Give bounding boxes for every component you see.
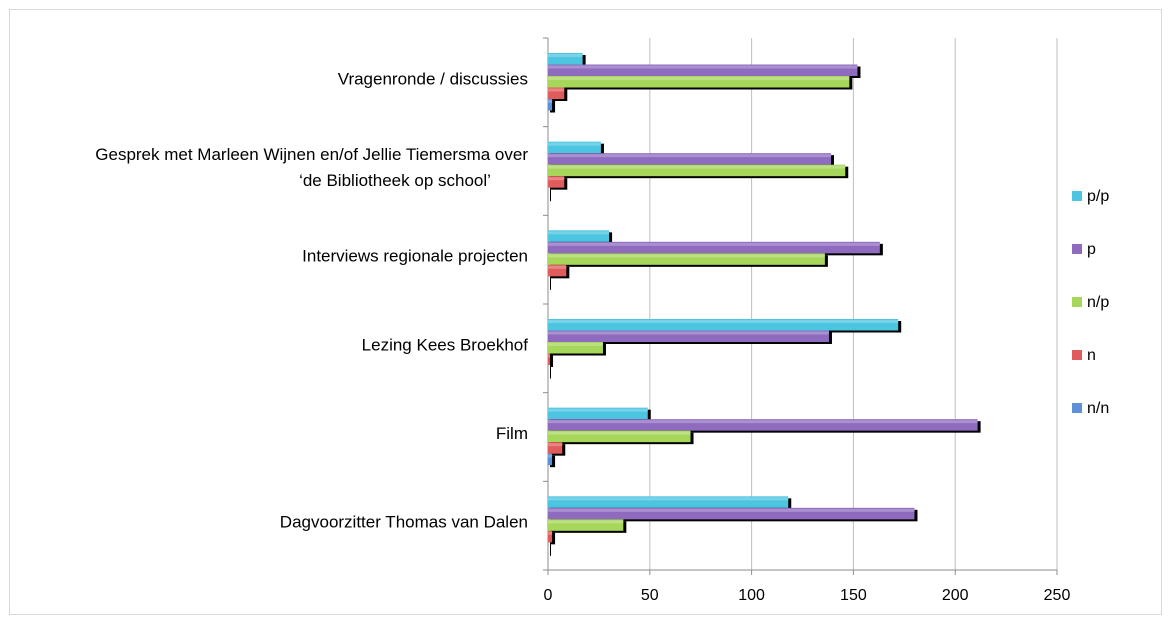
bar — [548, 153, 832, 165]
bar-highlight — [548, 265, 567, 269]
category-label: ‘de Bibliotheek op school’ — [299, 171, 491, 190]
bar-highlight — [548, 454, 553, 458]
bar-highlight — [548, 231, 610, 235]
legend-swatch — [1072, 244, 1082, 254]
bar — [548, 496, 789, 508]
bar-shadow — [550, 101, 556, 113]
bar — [548, 407, 648, 420]
bar — [548, 176, 565, 188]
legend-label: p/p — [1087, 188, 1109, 205]
bar-highlight — [548, 354, 551, 358]
category-label: Interviews regionale projecten — [302, 247, 528, 266]
legend-swatch — [1072, 297, 1082, 307]
x-tick-label: 200 — [942, 587, 969, 604]
x-tick-label: 50 — [641, 587, 659, 604]
bar-highlight — [548, 88, 565, 92]
bar-highlight — [548, 54, 583, 57]
bar-shadow — [550, 455, 556, 468]
bar — [548, 319, 899, 331]
bar — [548, 442, 563, 454]
bar-highlight — [548, 531, 553, 535]
bar — [548, 342, 603, 354]
bar — [548, 241, 880, 254]
legend-swatch — [1072, 350, 1082, 360]
legend-label: n — [1087, 347, 1096, 364]
legend-swatch — [1072, 403, 1082, 413]
category-label: Dagvoorzitter Thomas van Dalen — [280, 513, 528, 532]
bar-shadow — [550, 189, 551, 202]
bar — [548, 99, 553, 111]
bar-shadow — [550, 278, 551, 290]
bar-highlight — [548, 320, 899, 323]
bar — [548, 419, 978, 431]
bar-highlight — [548, 431, 691, 435]
bar — [548, 264, 567, 277]
bar-shadow — [550, 367, 551, 379]
bar-highlight — [548, 77, 850, 80]
bar-shadow — [550, 544, 551, 556]
bar — [548, 76, 850, 88]
bar — [548, 430, 691, 443]
bar-highlight — [548, 508, 915, 512]
bar-highlight — [548, 142, 601, 146]
category-label: Vragenronde / discussies — [338, 69, 528, 88]
bar — [548, 530, 553, 543]
category-label: Film — [496, 424, 528, 443]
bar-highlight — [548, 331, 829, 335]
legend-label: n/n — [1087, 400, 1109, 417]
bar-highlight — [548, 242, 880, 246]
bar — [548, 164, 846, 177]
bar-highlight — [548, 443, 563, 447]
x-tick-label: 0 — [544, 587, 553, 604]
bar — [548, 453, 553, 466]
bar — [548, 87, 565, 99]
bar-highlight — [548, 165, 846, 169]
bar — [548, 353, 551, 365]
bar-highlight — [548, 254, 825, 258]
bar — [548, 141, 601, 154]
bar-highlight — [548, 343, 603, 346]
x-tick-label: 100 — [738, 587, 765, 604]
bar — [548, 53, 583, 65]
bar — [548, 519, 624, 531]
bar-highlight — [548, 497, 789, 501]
x-tick-label: 150 — [840, 587, 867, 604]
bar-highlight — [548, 154, 832, 158]
bar-highlight — [548, 520, 624, 524]
x-tick-label: 250 — [1044, 587, 1071, 604]
legend-label: p — [1087, 241, 1096, 258]
bar-shadow — [550, 532, 556, 545]
category-label: Gesprek met Marleen Wijnen en/of Jellie … — [95, 145, 528, 164]
bar-highlight — [548, 408, 648, 412]
bar — [548, 253, 825, 265]
bar — [548, 330, 829, 342]
legend-label: n/p — [1087, 294, 1109, 311]
bar-highlight — [548, 100, 553, 103]
bar — [548, 230, 610, 242]
bar — [548, 64, 858, 76]
bar-highlight — [548, 420, 978, 424]
bar — [548, 507, 915, 520]
category-label: Lezing Kees Broekhof — [362, 335, 529, 354]
bar-highlight — [548, 65, 858, 69]
bar-shadow — [550, 355, 554, 367]
legend-swatch — [1072, 191, 1082, 201]
bar-highlight — [548, 177, 565, 181]
